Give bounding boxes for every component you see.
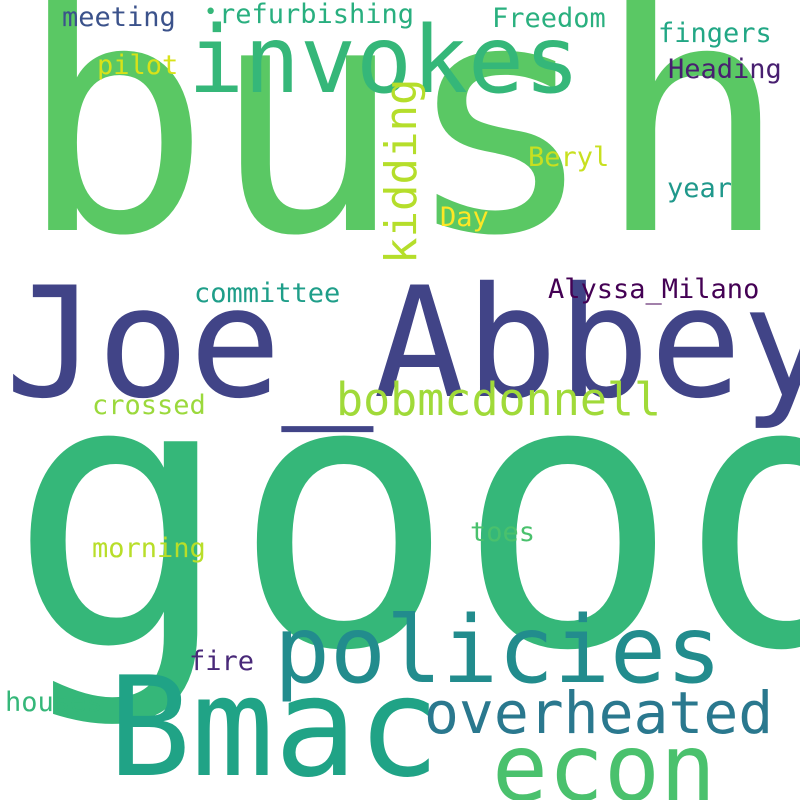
word-committee: committee (194, 278, 341, 309)
word-bobmcdonnell: bobmcdonnell (336, 373, 662, 426)
word-policies: policies (274, 596, 722, 704)
word-dot: • (204, 0, 218, 25)
word-bmac: Bmac (108, 647, 441, 800)
word-beryl: Beryl (528, 142, 610, 173)
word-econ: econ (492, 714, 716, 800)
word-year: year (667, 173, 733, 204)
word-crossed: crossed (92, 390, 206, 421)
word-pilot: pilot (97, 50, 179, 81)
word-houses: houses (5, 687, 103, 718)
word-morning: morning (92, 533, 206, 564)
word-day: Day (440, 202, 489, 233)
word-invokes: invokes (188, 6, 580, 114)
word-refurbishing: refurbishing (219, 0, 415, 30)
word-fingers: fingers (658, 18, 772, 49)
word-alyssa-milano: Alyssa_Milano (548, 274, 760, 305)
word-good: good (8, 299, 800, 732)
word-overheated: overheated (424, 679, 774, 747)
word-fire: fire (189, 646, 255, 677)
word-kidding: kidding (376, 78, 427, 264)
word-joe-abbey: Joe_Abbey (5, 255, 800, 433)
word-bush: bush (18, 0, 789, 306)
word-freedom: Freedom (492, 3, 606, 34)
word-toes: toes (470, 517, 536, 548)
word-meeting: meeting (62, 2, 176, 33)
word-heading: Heading (668, 54, 782, 85)
